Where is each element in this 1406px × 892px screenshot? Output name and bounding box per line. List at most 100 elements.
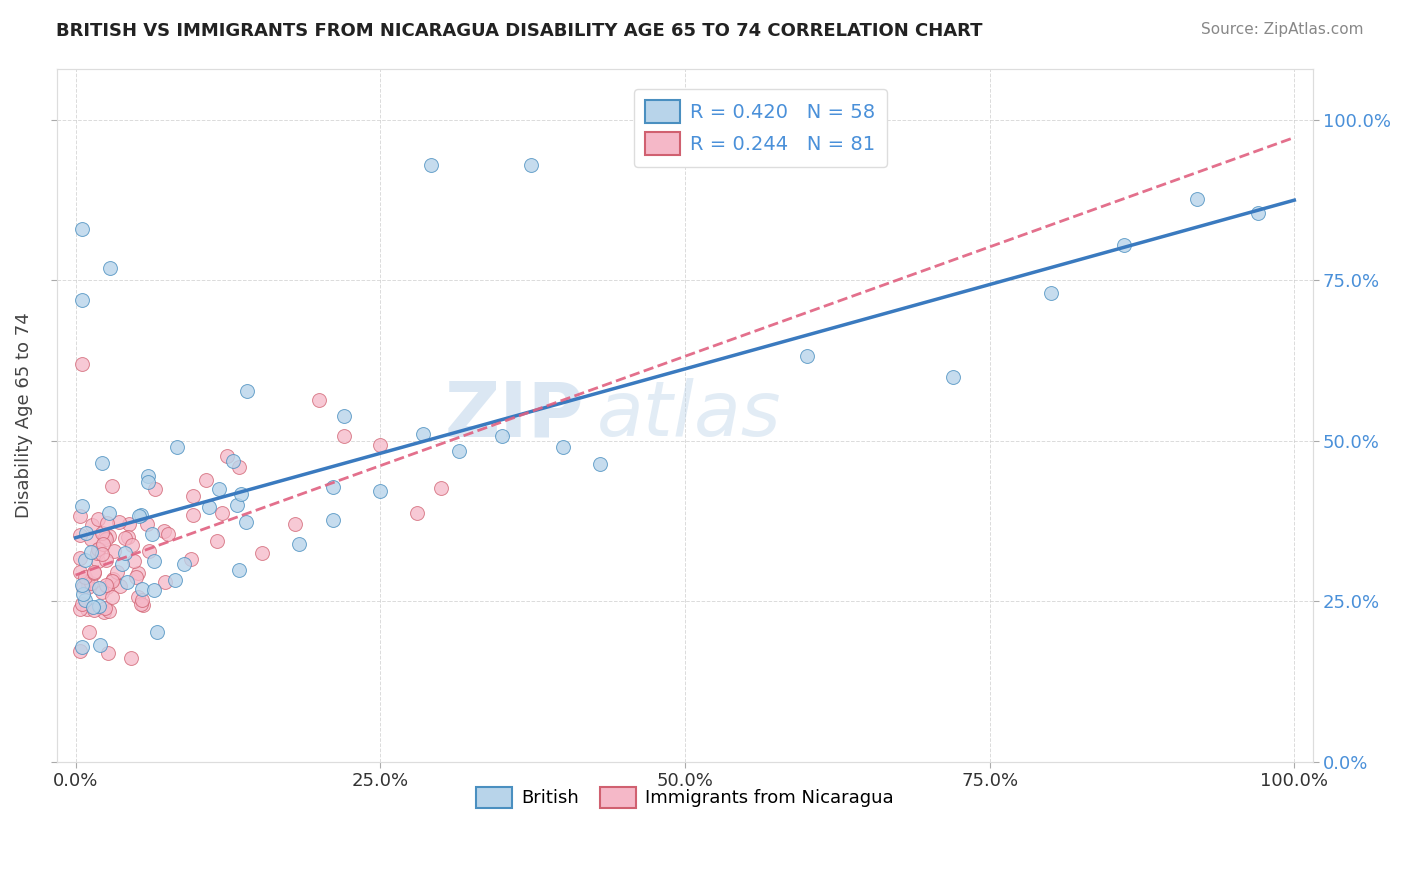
Point [83, 566, 105, 580]
Point [72, 587, 94, 601]
Point [114, 531, 136, 545]
Point [77, 625, 100, 640]
Point [143, 483, 166, 497]
Point [153, 524, 176, 539]
Point [136, 475, 159, 489]
Point [125, 570, 148, 584]
Point [87, 554, 110, 568]
Point [94, 578, 117, 592]
Point [195, 473, 218, 487]
Point [205, 533, 228, 548]
Point [120, 651, 142, 665]
Point [90, 547, 112, 561]
Point [405, 506, 427, 520]
Point [110, 579, 132, 593]
Point [82, 517, 104, 532]
Point [1247, 205, 1270, 219]
Point [94, 601, 117, 615]
Text: Source: ZipAtlas.com: Source: ZipAtlas.com [1201, 22, 1364, 37]
Point [96, 580, 118, 594]
Point [76, 574, 98, 588]
Point [69, 508, 91, 523]
Point [131, 598, 153, 612]
Point [69, 551, 91, 566]
Point [229, 487, 252, 501]
Point [91, 536, 114, 550]
Point [80, 532, 103, 546]
Point [89, 638, 111, 652]
Point [80, 576, 103, 591]
Point [236, 384, 259, 399]
Legend: British, Immigrants from Nicaragua: British, Immigrants from Nicaragua [468, 780, 901, 815]
Point [368, 484, 391, 499]
Point [75, 552, 97, 566]
Point [796, 349, 818, 363]
Point [332, 429, 354, 443]
Text: BRITISH VS IMMIGRANTS FROM NICARAGUA DISABILITY AGE 65 TO 74 CORRELATION CHART: BRITISH VS IMMIGRANTS FROM NICARAGUA DIS… [56, 22, 983, 40]
Point [127, 591, 149, 605]
Point [198, 500, 221, 514]
Point [551, 440, 574, 454]
Point [520, 158, 543, 172]
Point [75, 525, 97, 540]
Point [83, 565, 105, 579]
Point [1185, 193, 1208, 207]
Point [181, 508, 204, 522]
Point [96, 533, 118, 547]
Point [70, 293, 93, 307]
Point [69, 566, 91, 580]
Point [103, 572, 125, 586]
Point [208, 483, 231, 497]
Point [166, 441, 188, 455]
Point [70, 222, 93, 236]
Point [588, 457, 610, 471]
Point [69, 644, 91, 658]
Point [87, 541, 110, 556]
Point [98, 260, 121, 275]
Point [87, 542, 110, 557]
Point [72, 580, 94, 594]
Point [225, 498, 247, 512]
Point [82, 600, 104, 615]
Point [146, 624, 169, 639]
Text: atlas: atlas [598, 378, 782, 452]
Point [128, 509, 150, 524]
Point [117, 530, 139, 544]
Point [98, 529, 121, 543]
Point [121, 538, 143, 552]
Point [127, 566, 149, 580]
Point [131, 582, 153, 596]
Point [94, 553, 117, 567]
Point [420, 158, 443, 172]
Point [94, 530, 117, 544]
Point [87, 599, 110, 614]
Point [96, 516, 118, 530]
Point [75, 593, 97, 607]
Point [155, 574, 177, 589]
Point [98, 604, 121, 618]
Point [77, 580, 100, 594]
Point [449, 444, 471, 458]
Point [228, 460, 250, 475]
Point [91, 526, 114, 541]
Point [108, 515, 131, 529]
Point [180, 552, 202, 566]
Point [131, 593, 153, 607]
Point [173, 557, 195, 571]
Point [141, 527, 163, 541]
Point [114, 546, 136, 560]
Point [1112, 238, 1135, 252]
Point [100, 591, 122, 605]
Point [136, 516, 159, 531]
Point [86, 546, 108, 560]
Point [101, 574, 124, 589]
Point [491, 428, 513, 442]
Point [217, 449, 239, 463]
Point [105, 565, 128, 579]
Point [1039, 285, 1062, 300]
Point [87, 581, 110, 595]
Point [90, 585, 112, 599]
Point [80, 545, 103, 559]
Point [412, 427, 434, 442]
Point [430, 481, 453, 495]
